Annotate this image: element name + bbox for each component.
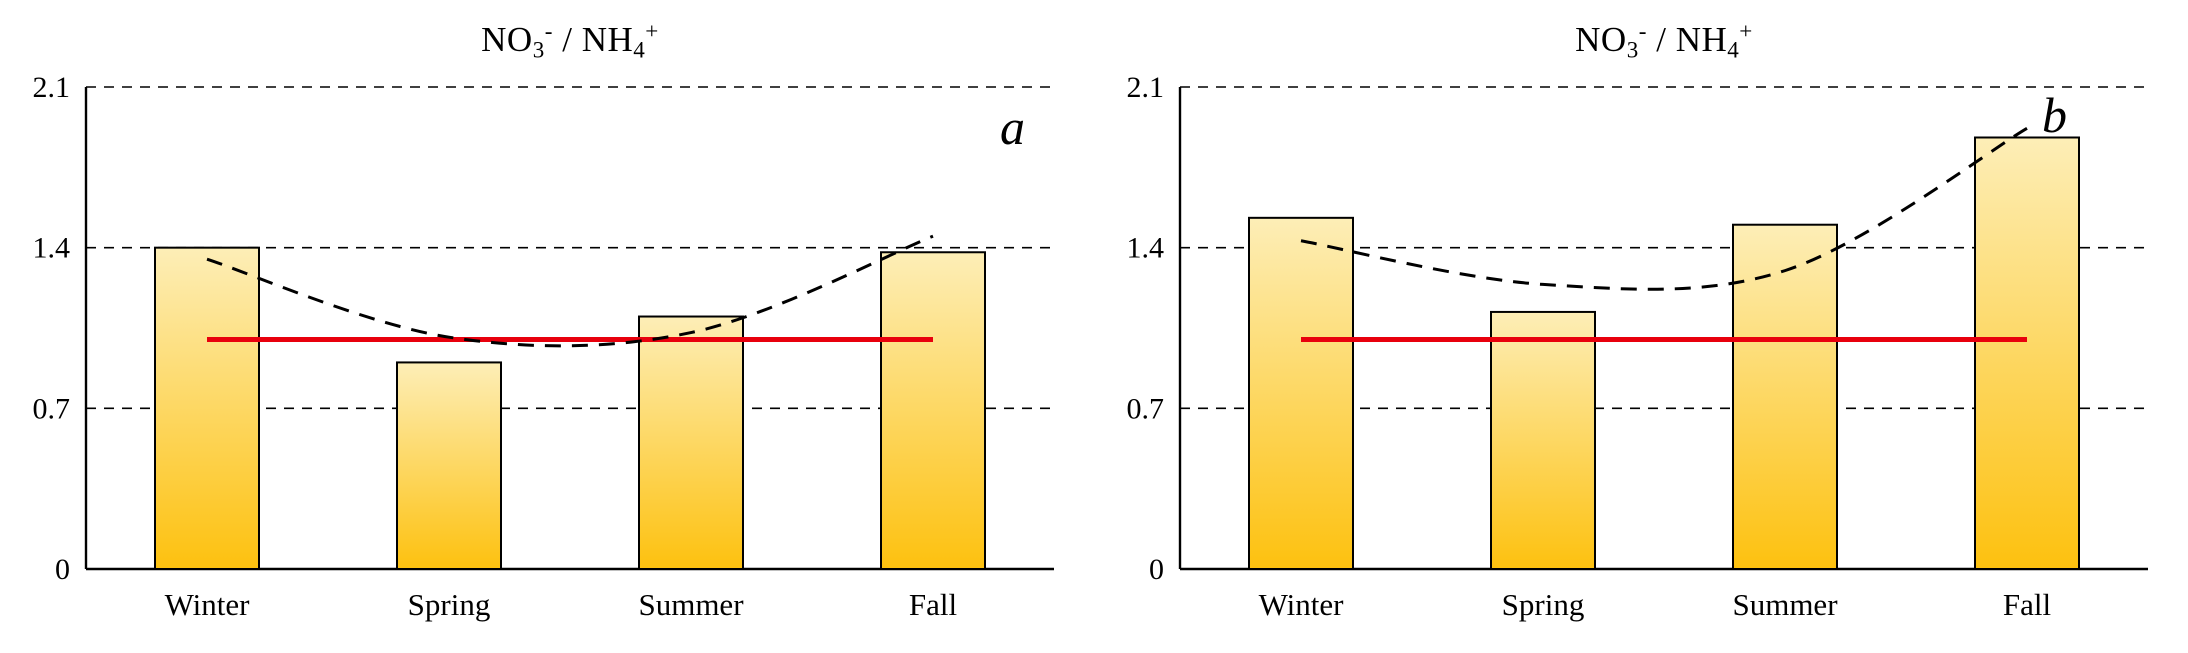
chart-panel-b: NO3- / NH4+ b 0 0.7 1.4 2.1 Winter Spring Summ… [1094,0,2188,653]
panel-label-b: b [2042,87,2067,143]
title-subscript: 3 [1626,36,1639,63]
y-tick-label-0: 0 [1149,553,1164,586]
x-tick-label-spring: Spring [408,587,491,622]
y-tick-label-0.7: 0.7 [33,392,71,425]
trend-curve [206,234,934,348]
panel-label-a: a [1000,99,1025,155]
bar-summer [1732,223,1838,570]
bar-fall [1974,136,2080,570]
title-superscript: + [645,17,659,44]
title-text: / NH [1646,20,1728,59]
y-tick-label-1.4: 1.4 [1127,232,1165,265]
bar-winter [154,246,260,571]
x-tick-label-summer: Summer [1732,587,1838,622]
y-tick-label-1.4: 1.4 [33,232,71,265]
trend-curve [1300,127,2028,291]
y-tick-label-2.1: 2.1 [1127,71,1165,104]
title-superscript: - [1638,17,1647,44]
title-superscript: + [1739,17,1753,44]
chart-title: NO3- / NH4+ [86,17,1054,63]
y-tick-label-0.7: 0.7 [1127,392,1165,425]
bar-spring [396,361,502,570]
title-superscript: - [544,17,553,44]
x-tick-label-fall: Fall [2003,587,2051,622]
bar-winter [1248,216,1354,570]
y-tick-label-0: 0 [55,553,70,586]
title-text: NO [1575,20,1627,59]
y-tick-label-2.1: 2.1 [33,71,71,104]
x-tick-label-fall: Fall [909,587,957,622]
bar-fall [880,251,986,570]
x-tick-label-winter: Winter [1259,587,1345,622]
x-tick-label-summer: Summer [638,587,744,622]
bar-summer [638,315,744,570]
chart-panel-a: NO3- / NH4+ a 0 0.7 1.4 2.1 Winter Spring Summ… [33,17,1054,622]
bar-spring [1490,310,1596,570]
title-subscript: 4 [1727,36,1740,63]
x-tick-label-winter: Winter [165,587,251,622]
title-text: / NH [552,20,634,59]
chart-title: NO3- / NH4+ [1180,17,2148,63]
title-subscript: 3 [532,36,545,63]
plot-area-a: 0 0.7 1.4 2.1 Winter Spring Summer Fall [33,71,1054,622]
plot-area-b: 0 0.7 1.4 2.1 Winter Spring Summer Fall [1127,71,2148,622]
x-tick-label-spring: Spring [1502,587,1585,622]
title-subscript: 4 [633,36,646,63]
title-text: NO [481,20,533,59]
